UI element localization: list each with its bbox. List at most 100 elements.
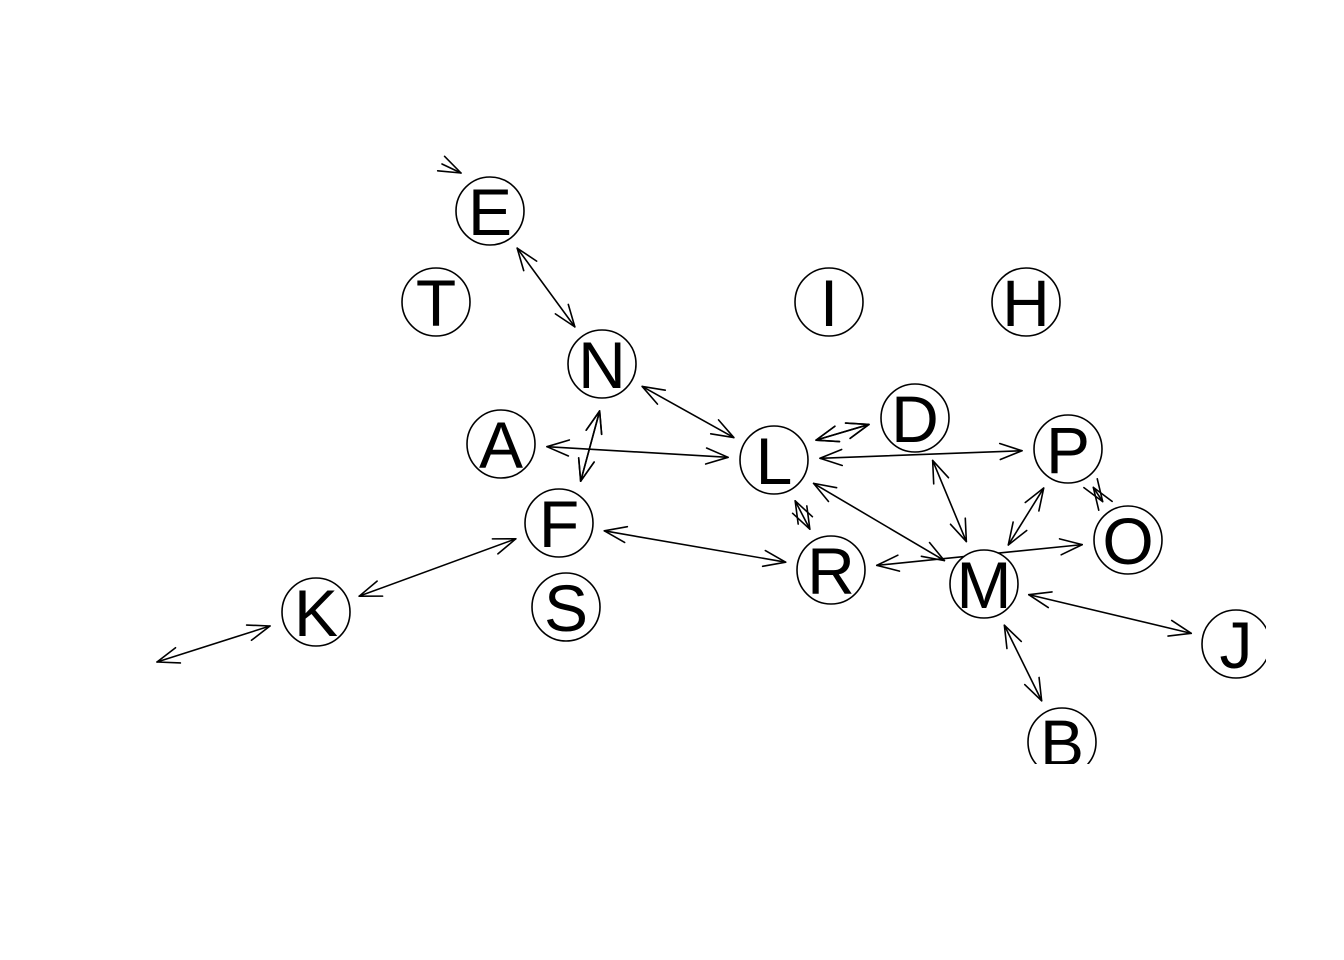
node-label: P: [1046, 413, 1090, 487]
edge-d-m: [931, 459, 968, 543]
node-circle: [796, 535, 866, 605]
arrowhead-icon: [819, 448, 844, 467]
arrowhead-icon: [641, 385, 667, 405]
node-f: F: [524, 487, 594, 561]
node-circle: [455, 176, 525, 246]
edge-l-r: [791, 500, 814, 530]
node-p: P: [1033, 413, 1103, 487]
node-circle: [991, 267, 1061, 337]
arrowhead-icon: [998, 442, 1023, 461]
arrowhead-icon: [1023, 676, 1043, 702]
arrowhead-icon: [603, 525, 629, 544]
arrowhead-icon: [931, 459, 950, 485]
node-a: A: [466, 408, 536, 482]
node-d: D: [880, 382, 950, 456]
edge-line: [1003, 624, 1043, 702]
node-label: R: [807, 534, 855, 608]
node-circle: [567, 329, 637, 399]
arrowhead-icon: [491, 538, 517, 555]
edge-line: [546, 445, 729, 459]
arrowhead-icon: [1167, 619, 1193, 637]
node-j: J: [1201, 608, 1266, 682]
edge-line: [794, 500, 811, 530]
edge-l-p: [819, 442, 1023, 467]
arrowhead-icon: [1007, 521, 1028, 546]
edge-line: [156, 625, 271, 663]
edge-m-b: [1003, 624, 1043, 702]
edge-e-n: [516, 247, 576, 328]
node-s: S: [531, 571, 601, 645]
node-label: F: [539, 487, 579, 561]
arrowhead-icon: [812, 482, 838, 503]
arrowhead-icon: [436, 155, 462, 174]
edge-line: [815, 423, 870, 441]
node-circle: [531, 572, 601, 642]
edge-line: [812, 482, 946, 562]
edge-line: [603, 530, 787, 563]
arrowhead-icon: [709, 419, 735, 439]
arrowhead-icon: [1003, 624, 1023, 650]
arrowhead-icon: [554, 303, 576, 328]
node-circle: [466, 409, 536, 479]
node-label: A: [479, 408, 523, 482]
arrowhead-icon: [815, 425, 841, 443]
node-label: T: [416, 266, 456, 340]
node-circle: [1201, 609, 1266, 679]
edge-l-m: [812, 482, 946, 562]
arrowhead-icon: [794, 500, 814, 525]
arrowhead-icon: [949, 517, 968, 543]
node-n: N: [567, 328, 637, 402]
edge-line: [1007, 487, 1045, 546]
node-label: M: [957, 548, 1012, 622]
node-label: S: [544, 571, 588, 645]
edge-f-k: [358, 538, 517, 597]
arrowhead-icon: [844, 422, 870, 440]
arrowhead-icon: [761, 549, 787, 568]
node-circle: [1093, 505, 1163, 575]
edge-line: [358, 538, 517, 597]
arrowhead-icon: [875, 554, 901, 572]
edge-e-offscreen: [436, 155, 462, 174]
node-circle: [401, 267, 471, 337]
node-circle: [739, 425, 809, 495]
node-t: T: [401, 266, 471, 340]
node-label: O: [1102, 504, 1153, 578]
arrowhead-icon: [1024, 487, 1045, 512]
edge-line: [516, 247, 576, 328]
arrowhead-icon: [1058, 538, 1084, 556]
node-label: D: [891, 382, 939, 456]
node-e: E: [455, 175, 525, 249]
edges-layer: [156, 155, 1193, 702]
node-o: O: [1093, 504, 1163, 578]
node-i: I: [794, 266, 864, 340]
edge-k-offscreen: [156, 624, 271, 664]
node-label: E: [468, 175, 512, 249]
node-label: K: [294, 576, 338, 650]
edge-d-l: [815, 422, 870, 443]
arrowhead-icon: [546, 439, 571, 457]
edge-m-j: [1027, 591, 1193, 637]
arrowhead-icon: [577, 457, 595, 483]
arrowhead-icon: [156, 646, 182, 664]
node-label: J: [1220, 608, 1253, 682]
arrowhead-icon: [791, 505, 811, 530]
edge-n-l: [641, 385, 735, 439]
edge-f-r: [603, 525, 787, 568]
arrowhead-icon: [585, 410, 603, 436]
node-circle: [1027, 707, 1097, 764]
node-b: B: [1027, 706, 1097, 780]
edge-p-m: [1007, 487, 1045, 546]
node-label: B: [1040, 706, 1084, 780]
nodes-layer: ET N I H A D L P F O R M S K J B: [281, 175, 1266, 780]
node-label: I: [820, 266, 838, 340]
arrowhead-icon: [1083, 478, 1104, 503]
arrowhead-icon: [1027, 591, 1053, 609]
arrowhead-icon: [920, 541, 946, 562]
edge-f-n: [577, 410, 603, 483]
arrowhead-icon: [1092, 486, 1113, 511]
arrowhead-icon: [358, 580, 384, 597]
node-m: M: [949, 548, 1019, 622]
edge-line: [819, 449, 1023, 460]
node-h: H: [991, 266, 1061, 340]
